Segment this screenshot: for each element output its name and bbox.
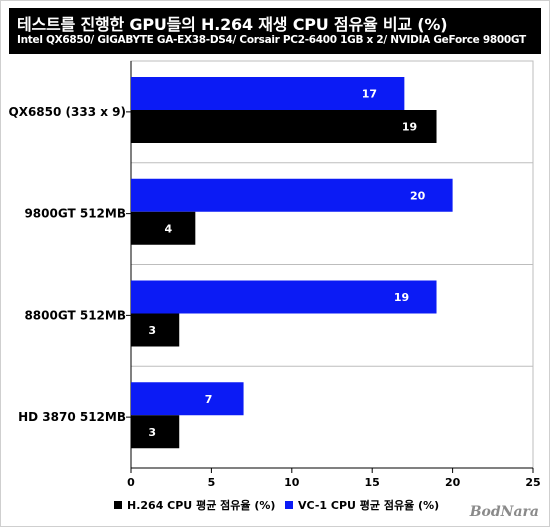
chart-title: 테스트를 진행한 GPU들의 H.264 재생 CPU 점유율 비교 (%): [17, 15, 448, 34]
data-label-h264: 4: [164, 222, 172, 235]
category-label: 8800GT 512MB: [24, 308, 126, 322]
watermark-logo: BodNara: [469, 504, 539, 520]
bar-h264: [131, 211, 196, 245]
category-label: HD 3870 512MB: [18, 410, 126, 424]
bar-vc1: [131, 280, 437, 314]
x-tick-label: 10: [284, 476, 300, 489]
chart-subtitle: Intel QX6850/ GIGABYTE GA-EX38-DS4/ Cors…: [17, 34, 526, 46]
legend-swatch-vc1: [285, 501, 293, 509]
x-tick-label: 20: [445, 476, 461, 489]
legend-label-h264: H.264 CPU 평균 점유율 (%): [127, 498, 275, 512]
data-label-vc1: 17: [362, 88, 377, 101]
data-label-vc1: 20: [410, 189, 426, 202]
data-label-vc1: 7: [205, 393, 213, 406]
legend-label-vc1: VC-1 CPU 평균 점유율 (%): [298, 498, 439, 512]
bar-h264: [131, 110, 437, 143]
data-label-h264: 19: [402, 121, 417, 134]
x-tick-label: 0: [127, 476, 135, 489]
bar-h264: [131, 415, 180, 449]
data-label-h264: 3: [148, 324, 156, 337]
x-tick-label: 15: [365, 476, 380, 489]
bar-vc1: [131, 178, 453, 212]
data-label-h264: 3: [148, 426, 156, 439]
x-tick-label: 25: [525, 476, 540, 489]
category-label: QX6850 (333 x 9): [9, 105, 127, 119]
category-label: 9800GT 512MB: [24, 207, 126, 221]
data-label-vc1: 19: [394, 291, 409, 304]
bar-h264: [131, 313, 180, 347]
x-tick-label: 5: [208, 476, 216, 489]
chart-header: 테스트를 진행한 GPU들의 H.264 재생 CPU 점유율 비교 (%) I…: [9, 8, 541, 54]
bar-vc1: [131, 382, 244, 416]
bar-vc1: [131, 77, 405, 110]
legend-swatch-h264: [114, 501, 122, 509]
